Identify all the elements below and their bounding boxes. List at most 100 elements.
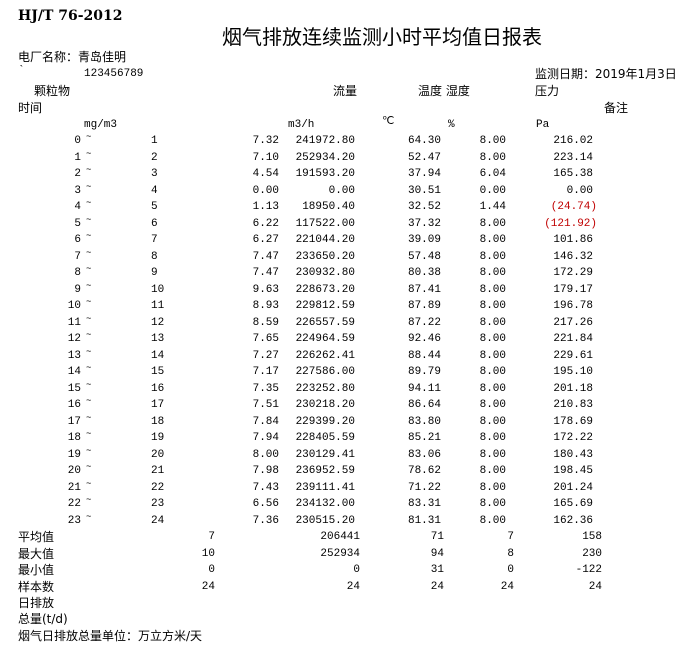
pm-value: 7.10 [252, 151, 279, 164]
pm-value: 7.35 [252, 382, 279, 395]
flow-value: 233650.20 [295, 250, 355, 263]
humidity-value: 8.00 [479, 283, 506, 296]
header-flow: 流量 [333, 84, 358, 98]
report-title: 烟气排放连续监测小时平均值日报表 [222, 25, 542, 49]
hour-start: 0 [74, 135, 81, 147]
humidity-value: 8.00 [479, 217, 506, 230]
flow-value: 234132.00 [295, 498, 355, 510]
flow-value: 221044.20 [295, 234, 355, 246]
flow-value: 0.00 [328, 184, 355, 197]
header-pm: 颗粒物 [34, 84, 71, 98]
summary-label: 最小值 [18, 563, 55, 577]
hour-end: 11 [151, 300, 165, 312]
summary-label: 最大值 [18, 546, 55, 561]
tilde-separator: ~ [86, 132, 92, 142]
flow-value: 252934.20 [295, 151, 355, 164]
tilde-separator: ~ [86, 330, 92, 340]
pm-value: 7.94 [252, 432, 279, 444]
hour-start: 18 [67, 432, 81, 444]
header-time: 时间 [18, 101, 43, 115]
hour-start: 9 [74, 283, 81, 296]
tilde-separator: ~ [86, 412, 92, 423]
tilde-separator: ~ [86, 511, 92, 522]
temp-value: 88.44 [407, 349, 441, 362]
tilde-separator: ~ [86, 165, 92, 175]
humidity-value: 8.00 [479, 399, 506, 411]
flow-value: 230129.41 [295, 448, 355, 461]
temp-value: 57.48 [407, 250, 441, 263]
temp-value: 71.22 [407, 481, 441, 494]
pm-value: 7.17 [252, 366, 279, 378]
summary-pm: 7 [208, 531, 215, 543]
unit-flow: m3/h [288, 119, 315, 131]
hour-start: 23 [67, 514, 81, 527]
tick-mark: ` [18, 65, 25, 77]
pressure-value: 178.69 [553, 415, 593, 428]
pm-value: 7.47 [252, 250, 279, 263]
pressure-value: (121.92) [544, 217, 597, 230]
humidity-value: 8.00 [479, 349, 506, 362]
tilde-separator: ~ [86, 313, 92, 324]
hour-start: 5 [74, 217, 81, 230]
daily-emission-label: 日排放 [18, 596, 55, 610]
pressure-value: 179.17 [553, 283, 593, 296]
hour-start: 21 [67, 481, 81, 494]
pm-value: 7.98 [252, 465, 279, 477]
hour-end: 23 [151, 498, 165, 510]
flow-value: 239111.41 [295, 481, 355, 494]
hour-end: 15 [151, 366, 165, 378]
unit-hum: % [448, 119, 455, 131]
hour-start: 7 [74, 250, 81, 263]
flow-value: 226262.41 [295, 349, 355, 362]
hour-end: 19 [151, 432, 165, 444]
humidity-value: 1.44 [479, 201, 506, 213]
tilde-separator: ~ [86, 445, 92, 456]
tilde-separator: ~ [86, 148, 92, 159]
pm-value: 7.27 [252, 349, 279, 362]
hour-end: 22 [151, 481, 165, 494]
hour-start: 19 [67, 448, 81, 461]
pressure-value: 221.84 [553, 333, 593, 345]
tilde-separator: ~ [86, 495, 92, 505]
pm-value: 6.27 [252, 234, 279, 246]
flow-value: 191593.20 [295, 168, 355, 180]
flow-value: 224964.59 [295, 333, 355, 345]
flow-value: 230515.20 [295, 514, 355, 527]
hour-start: 8 [74, 267, 81, 279]
humidity-value: 8.00 [479, 151, 506, 164]
summary-humidity: 24 [500, 580, 514, 593]
hour-end: 10 [151, 283, 165, 296]
summary-pm: 0 [208, 564, 215, 576]
summary-pressure: 230 [582, 547, 602, 560]
hour-end: 20 [151, 448, 165, 461]
hour-end: 4 [151, 184, 158, 197]
hour-end: 9 [151, 267, 158, 279]
flow-value: 228405.59 [295, 432, 355, 444]
summary-temp: 24 [430, 580, 444, 593]
pm-value: 4.54 [252, 168, 279, 180]
hour-end: 12 [151, 316, 165, 329]
flow-value: 228673.20 [295, 283, 355, 296]
temp-value: 37.94 [407, 168, 441, 180]
summary-flow: 252934 [320, 547, 360, 560]
humidity-value: 8.00 [479, 514, 506, 527]
hour-end: 7 [151, 234, 158, 246]
hour-start: 13 [67, 349, 81, 362]
hour-start: 6 [74, 234, 81, 246]
tilde-separator: ~ [86, 462, 92, 472]
humidity-value: 8.00 [479, 432, 506, 444]
tilde-separator: ~ [86, 396, 92, 406]
plant-name: 电厂名称：青岛佳明 [18, 50, 127, 64]
tilde-separator: ~ [86, 264, 92, 274]
humidity-value: 8.00 [479, 135, 506, 147]
pressure-value: 210.83 [553, 399, 593, 411]
hour-end: 18 [151, 415, 165, 428]
summary-temp: 71 [430, 531, 444, 543]
summary-label: 样本数 [18, 579, 55, 594]
tilde-separator: ~ [86, 214, 92, 225]
hour-start: 1 [74, 151, 81, 164]
tilde-separator: ~ [86, 429, 92, 439]
summary-pressure: -122 [575, 564, 602, 576]
summary-temp: 94 [430, 547, 444, 560]
humidity-value: 8.00 [479, 415, 506, 428]
